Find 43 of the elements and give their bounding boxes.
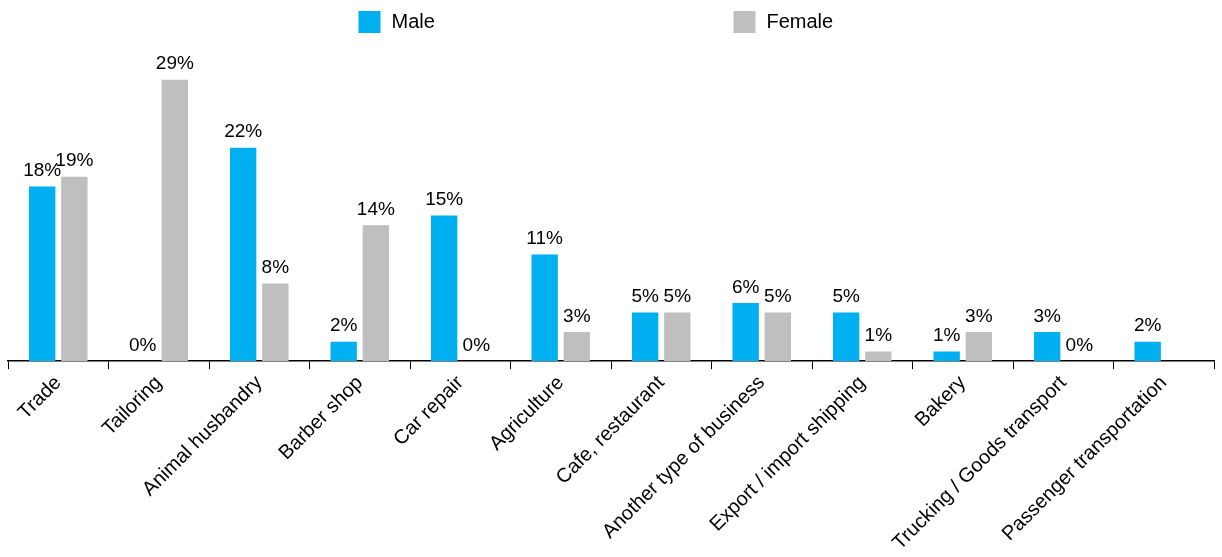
data-label: 1% [864, 324, 893, 346]
data-label: 8% [261, 256, 290, 278]
data-label: 5% [764, 285, 792, 307]
bar [1033, 332, 1061, 362]
bar [933, 351, 960, 362]
bar [965, 332, 993, 362]
data-label: 14% [356, 198, 395, 220]
bar [229, 147, 257, 362]
data-label: 1% [932, 324, 961, 346]
data-label: 0% [462, 333, 491, 355]
data-label: 15% [425, 188, 464, 210]
data-label: 2% [1133, 314, 1162, 336]
bar [865, 351, 892, 362]
data-label: 3% [1033, 304, 1061, 326]
data-label: 3% [965, 304, 993, 326]
bar [362, 225, 390, 362]
bar [430, 215, 458, 362]
bar [563, 332, 591, 362]
data-label: 5% [631, 285, 659, 307]
bar [631, 312, 659, 362]
data-label: 0% [1065, 333, 1094, 355]
data-label: 11% [526, 227, 564, 249]
bar [764, 312, 792, 362]
bar [28, 186, 56, 362]
bar [61, 176, 88, 362]
data-label: 29% [155, 52, 194, 74]
bar [732, 302, 759, 362]
bar [262, 283, 289, 362]
data-label: 5% [663, 285, 692, 307]
data-label: 3% [563, 304, 591, 326]
data-label: 2% [329, 314, 358, 336]
legend-label: Male [391, 9, 435, 32]
bar [664, 312, 691, 362]
legend-label: Female [766, 9, 834, 32]
data-label: 22% [224, 120, 263, 142]
data-label: 0% [128, 333, 157, 355]
bar [161, 79, 189, 362]
bar [330, 341, 357, 362]
bar [832, 312, 860, 362]
bar [1134, 341, 1161, 362]
data-label: 5% [832, 285, 860, 307]
bar [531, 254, 558, 362]
data-label: 6% [731, 275, 760, 297]
